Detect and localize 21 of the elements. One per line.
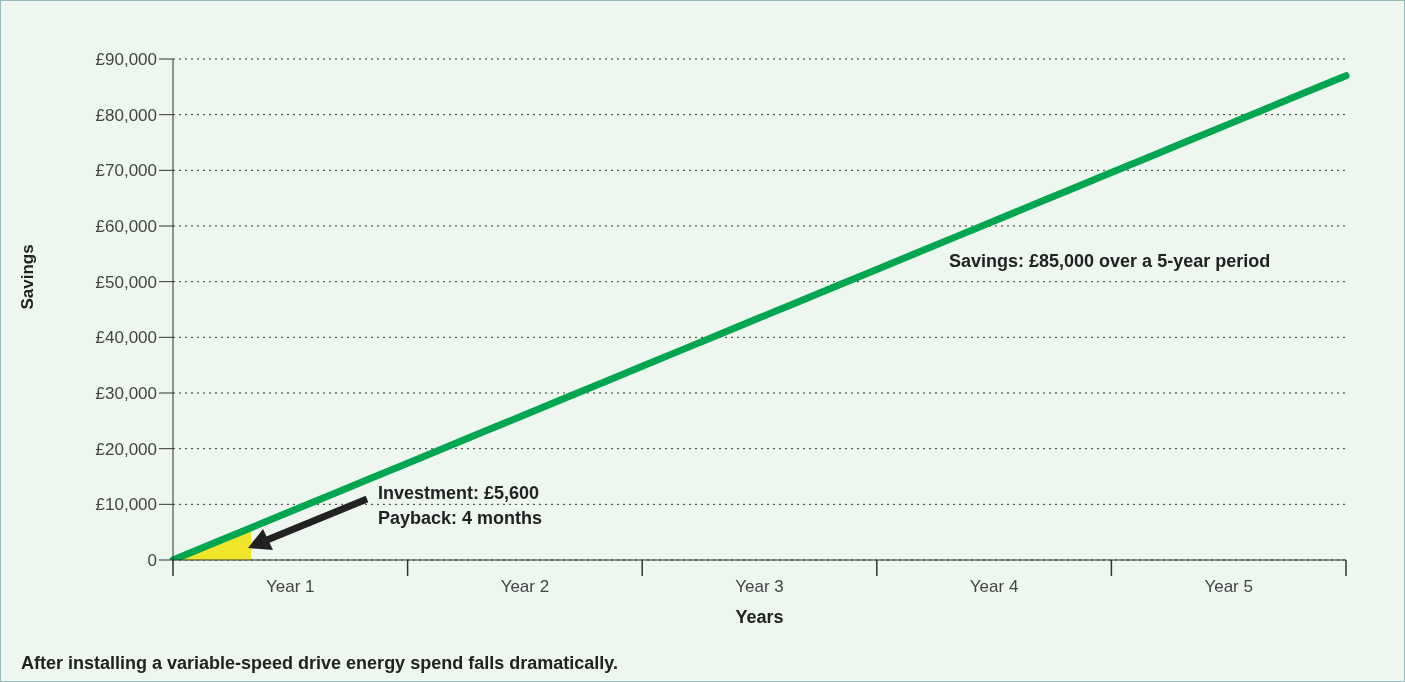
y-tick-label: £20,000 — [95, 439, 157, 459]
annotation: Payback: 4 months — [378, 508, 543, 529]
x-tick-label: Year 4 — [969, 577, 1019, 596]
x-tick-label: Year 3 — [735, 577, 784, 596]
y-tick-label: 0 — [147, 551, 157, 571]
annotation: Investment: £5,600 — [378, 483, 540, 504]
y-tick-label: £50,000 — [95, 272, 157, 292]
y-tick-label: £40,000 — [95, 328, 157, 348]
y-axis-title: Savings — [18, 244, 38, 310]
x-tick-label: Year 2 — [500, 577, 550, 596]
x-tick-label: Year 5 — [1204, 577, 1253, 596]
y-tick-label: £80,000 — [95, 105, 157, 125]
annotation: Savings: £85,000 over a 5-year period — [949, 251, 1271, 272]
text: After installing a variable-speed drive energy spend falls dramatically. — [21, 653, 618, 674]
y-tick-label: £10,000 — [95, 495, 157, 515]
x-axis-title: Years — [735, 607, 784, 627]
x-tick-label: Year 1 — [266, 577, 315, 596]
y-tick-label: £70,000 — [95, 161, 157, 181]
y-tick-label: £90,000 — [95, 50, 157, 70]
y-tick-label: £60,000 — [95, 217, 157, 237]
y-tick-label: £30,000 — [95, 384, 157, 404]
